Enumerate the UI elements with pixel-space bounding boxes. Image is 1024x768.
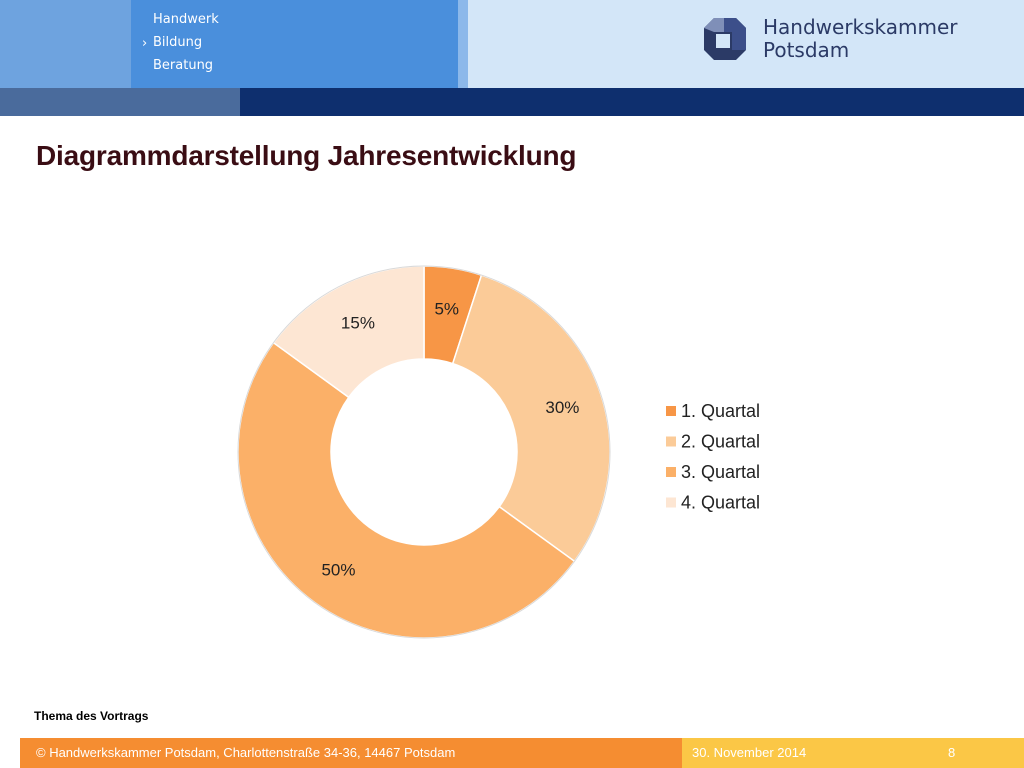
- page-title: Diagrammdarstellung Jahresentwicklung: [36, 140, 577, 171]
- chart-outline: [237, 265, 611, 639]
- data-label-1: 5%: [434, 299, 459, 318]
- header-separator: [458, 0, 468, 88]
- header-nav-panel: [131, 0, 458, 88]
- legend-label-4: 4. Quartal: [681, 493, 760, 513]
- legend-swatch-1: [666, 406, 676, 416]
- legend-label-1: 1. Quartal: [681, 401, 760, 421]
- data-label-4: 15%: [341, 313, 375, 332]
- legend-label-2: 2. Quartal: [681, 432, 760, 452]
- header-band-right: [240, 88, 1024, 116]
- nav-item-handwerk[interactable]: Handwerk: [153, 12, 219, 27]
- footer-page-number: 8: [948, 745, 956, 760]
- footer-date: 30. November 2014: [692, 745, 807, 760]
- legend-swatch-4: [666, 497, 676, 508]
- logo-text-line2: Potsdam: [763, 38, 850, 62]
- legend-swatch-2: [666, 436, 676, 447]
- data-label-3: 50%: [321, 561, 355, 580]
- legend-label-3: 3. Quartal: [681, 462, 760, 482]
- footer-date-bar: [682, 738, 1024, 768]
- header-left-panel: [0, 0, 131, 88]
- header-band-left: [0, 88, 240, 116]
- nav-active-marker: ›: [142, 36, 148, 51]
- legend-swatch-3: [666, 467, 676, 477]
- footer-copyright: © Handwerkskammer Potsdam, Charlottenstr…: [36, 745, 456, 760]
- logo-icon: [704, 18, 746, 60]
- presentation-theme-label: Thema des Vortrags: [34, 709, 149, 723]
- slice-2: [451, 274, 611, 563]
- doughnut-chart: 5% 30% 50% 15% 1. Quartal 2. Quartal 3. Quarta…: [237, 265, 760, 639]
- nav-item-beratung[interactable]: Beratung: [153, 58, 214, 73]
- nav-item-bildung[interactable]: Bildung: [153, 35, 203, 50]
- logo-text-line1: Handwerkskammer: [763, 15, 958, 39]
- footer-pad: [0, 738, 20, 768]
- data-label-2: 30%: [545, 398, 579, 417]
- footer-bar: [20, 738, 682, 768]
